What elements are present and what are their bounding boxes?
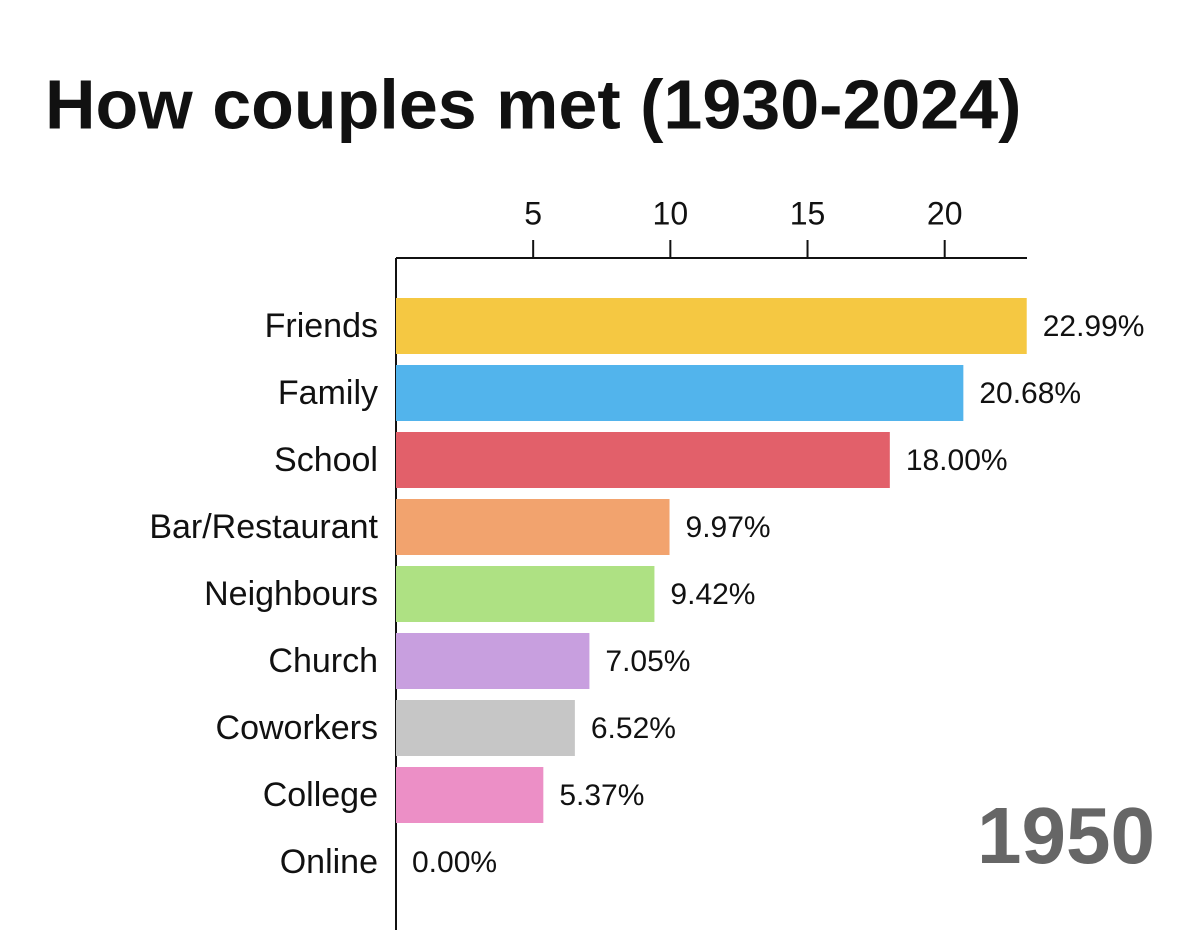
bar <box>396 298 1027 354</box>
bar <box>396 700 575 756</box>
x-tick-label: 5 <box>524 195 542 231</box>
bar <box>396 499 670 555</box>
value-label: 20.68% <box>979 377 1081 410</box>
value-label: 22.99% <box>1043 310 1145 343</box>
category-label: Coworkers <box>216 709 378 747</box>
x-tick-label: 20 <box>927 195 963 231</box>
value-label: 6.52% <box>591 712 676 745</box>
value-label: 18.00% <box>906 444 1008 477</box>
value-label: 0.00% <box>412 846 497 879</box>
value-label: 9.42% <box>670 578 755 611</box>
value-label: 7.05% <box>605 645 690 678</box>
value-label: 9.97% <box>686 511 771 544</box>
value-label: 5.37% <box>559 779 644 812</box>
x-tick-label: 15 <box>790 195 826 231</box>
bar <box>396 432 890 488</box>
category-label: Bar/Restaurant <box>149 508 378 546</box>
bar <box>396 767 544 823</box>
category-label: Church <box>268 642 378 680</box>
bar <box>396 365 964 421</box>
category-label: Family <box>278 374 378 412</box>
category-label: School <box>274 441 378 479</box>
chart-title: How couples met (1930-2024) <box>45 65 1021 143</box>
category-label: College <box>263 776 378 814</box>
bar <box>396 566 655 622</box>
year-label: 1950 <box>977 791 1155 880</box>
category-label: Online <box>280 843 378 881</box>
x-tick-label: 10 <box>653 195 689 231</box>
category-label: Neighbours <box>204 575 378 613</box>
category-label: Friends <box>265 307 378 345</box>
bar <box>396 633 590 689</box>
